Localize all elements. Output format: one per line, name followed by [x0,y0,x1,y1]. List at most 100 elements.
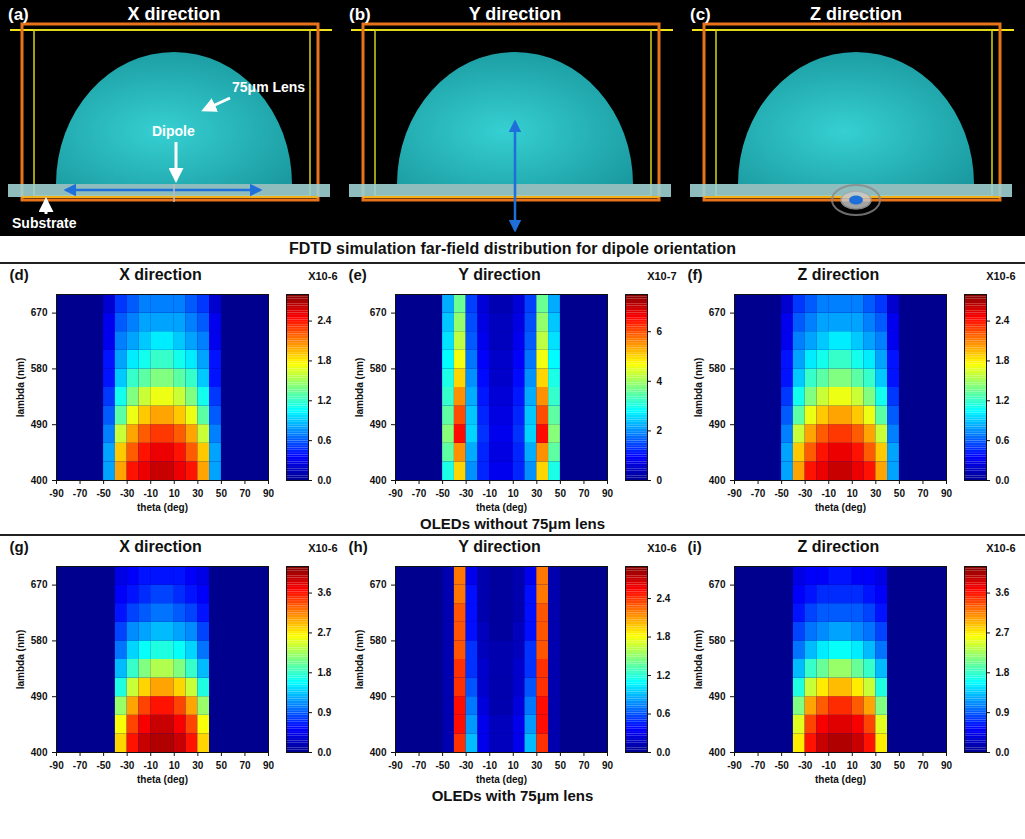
svg-text:580: 580 [369,363,386,374]
svg-text:490: 490 [30,419,47,430]
svg-text:1.8: 1.8 [995,355,1009,366]
svg-text:90: 90 [262,488,274,499]
svg-text:670: 670 [708,307,725,318]
svg-text:400: 400 [369,475,386,486]
svg-text:2.4: 2.4 [317,315,331,326]
svg-text:0.0: 0.0 [995,747,1009,758]
svg-text:-30: -30 [119,488,134,499]
svg-text:theta (deg): theta (deg) [475,502,526,513]
svg-text:6: 6 [656,326,662,337]
svg-text:0.0: 0.0 [656,747,670,758]
svg-text:-70: -70 [411,488,426,499]
svg-text:30: 30 [870,760,882,771]
svg-text:-90: -90 [727,760,742,771]
svg-text:30: 30 [531,488,543,499]
svg-text:0.6: 0.6 [317,435,331,446]
svg-text:2.4: 2.4 [995,315,1009,326]
svg-text:2.7: 2.7 [317,627,331,638]
svg-text:3.6: 3.6 [995,587,1009,598]
svg-text:50: 50 [554,760,566,771]
svg-text:400: 400 [30,475,47,486]
svg-text:lambda (nm): lambda (nm) [14,630,25,689]
svg-text:70: 70 [917,760,929,771]
svg-text:lambda (nm): lambda (nm) [692,630,703,689]
svg-text:1.2: 1.2 [656,670,670,681]
svg-text:670: 670 [30,307,47,318]
svg-text:1.2: 1.2 [995,395,1009,406]
svg-text:3.6: 3.6 [317,587,331,598]
svg-text:10: 10 [168,488,180,499]
svg-text:670: 670 [30,579,47,590]
svg-text:30: 30 [870,488,882,499]
svg-text:1.8: 1.8 [317,355,331,366]
svg-text:-90: -90 [388,760,403,771]
svg-text:-10: -10 [482,488,497,499]
svg-text:-30: -30 [797,760,812,771]
svg-text:0.9: 0.9 [995,707,1009,718]
svg-text:400: 400 [708,475,725,486]
svg-text:580: 580 [30,635,47,646]
svg-text:0.9: 0.9 [317,707,331,718]
svg-text:70: 70 [917,488,929,499]
svg-text:70: 70 [578,488,590,499]
svg-text:10: 10 [168,760,180,771]
svg-text:Substrate: Substrate [12,215,77,231]
svg-text:2: 2 [656,425,662,436]
svg-text:400: 400 [708,747,725,758]
svg-text:50: 50 [554,488,566,499]
svg-text:50: 50 [893,760,905,771]
svg-text:-90: -90 [49,760,64,771]
svg-text:0.0: 0.0 [995,475,1009,486]
svg-text:-70: -70 [72,488,87,499]
svg-text:70: 70 [239,488,251,499]
svg-text:X direction: X direction [127,4,220,24]
svg-text:-30: -30 [119,760,134,771]
svg-text:lambda (nm): lambda (nm) [353,358,364,417]
svg-text:theta (deg): theta (deg) [814,774,865,785]
svg-text:400: 400 [30,747,47,758]
svg-text:lambda (nm): lambda (nm) [353,630,364,689]
svg-text:490: 490 [30,691,47,702]
svg-text:0.6: 0.6 [995,435,1009,446]
svg-text:Y direction: Y direction [469,4,562,24]
svg-text:490: 490 [369,419,386,430]
svg-text:theta (deg): theta (deg) [136,774,187,785]
svg-text:-70: -70 [72,760,87,771]
svg-text:-90: -90 [49,488,64,499]
svg-text:90: 90 [262,760,274,771]
svg-text:70: 70 [239,760,251,771]
svg-text:1.8: 1.8 [656,631,670,642]
svg-text:Dipole: Dipole [152,123,195,139]
svg-text:50: 50 [893,488,905,499]
svg-text:30: 30 [192,760,204,771]
svg-text:-30: -30 [458,488,473,499]
svg-text:1.2: 1.2 [317,395,331,406]
svg-text:-10: -10 [821,760,836,771]
svg-text:1.8: 1.8 [317,667,331,678]
svg-text:90: 90 [940,488,952,499]
svg-text:670: 670 [369,579,386,590]
svg-text:-70: -70 [750,488,765,499]
svg-text:-90: -90 [388,488,403,499]
svg-text:-70: -70 [411,760,426,771]
svg-text:490: 490 [708,691,725,702]
svg-text:10: 10 [846,760,858,771]
svg-text:0.0: 0.0 [317,747,331,758]
svg-text:10: 10 [507,760,519,771]
svg-text:-10: -10 [143,760,158,771]
svg-text:580: 580 [708,635,725,646]
svg-text:(c): (c) [690,5,711,24]
svg-text:-50: -50 [96,760,111,771]
svg-text:400: 400 [369,747,386,758]
svg-text:2.4: 2.4 [656,593,670,604]
svg-text:-70: -70 [750,760,765,771]
svg-text:-50: -50 [435,488,450,499]
svg-text:490: 490 [708,419,725,430]
svg-text:10: 10 [507,488,519,499]
svg-text:0.6: 0.6 [656,708,670,719]
svg-text:670: 670 [369,307,386,318]
svg-text:580: 580 [708,363,725,374]
svg-text:4: 4 [656,376,662,387]
svg-text:lambda (nm): lambda (nm) [692,358,703,417]
svg-text:2.7: 2.7 [995,627,1009,638]
